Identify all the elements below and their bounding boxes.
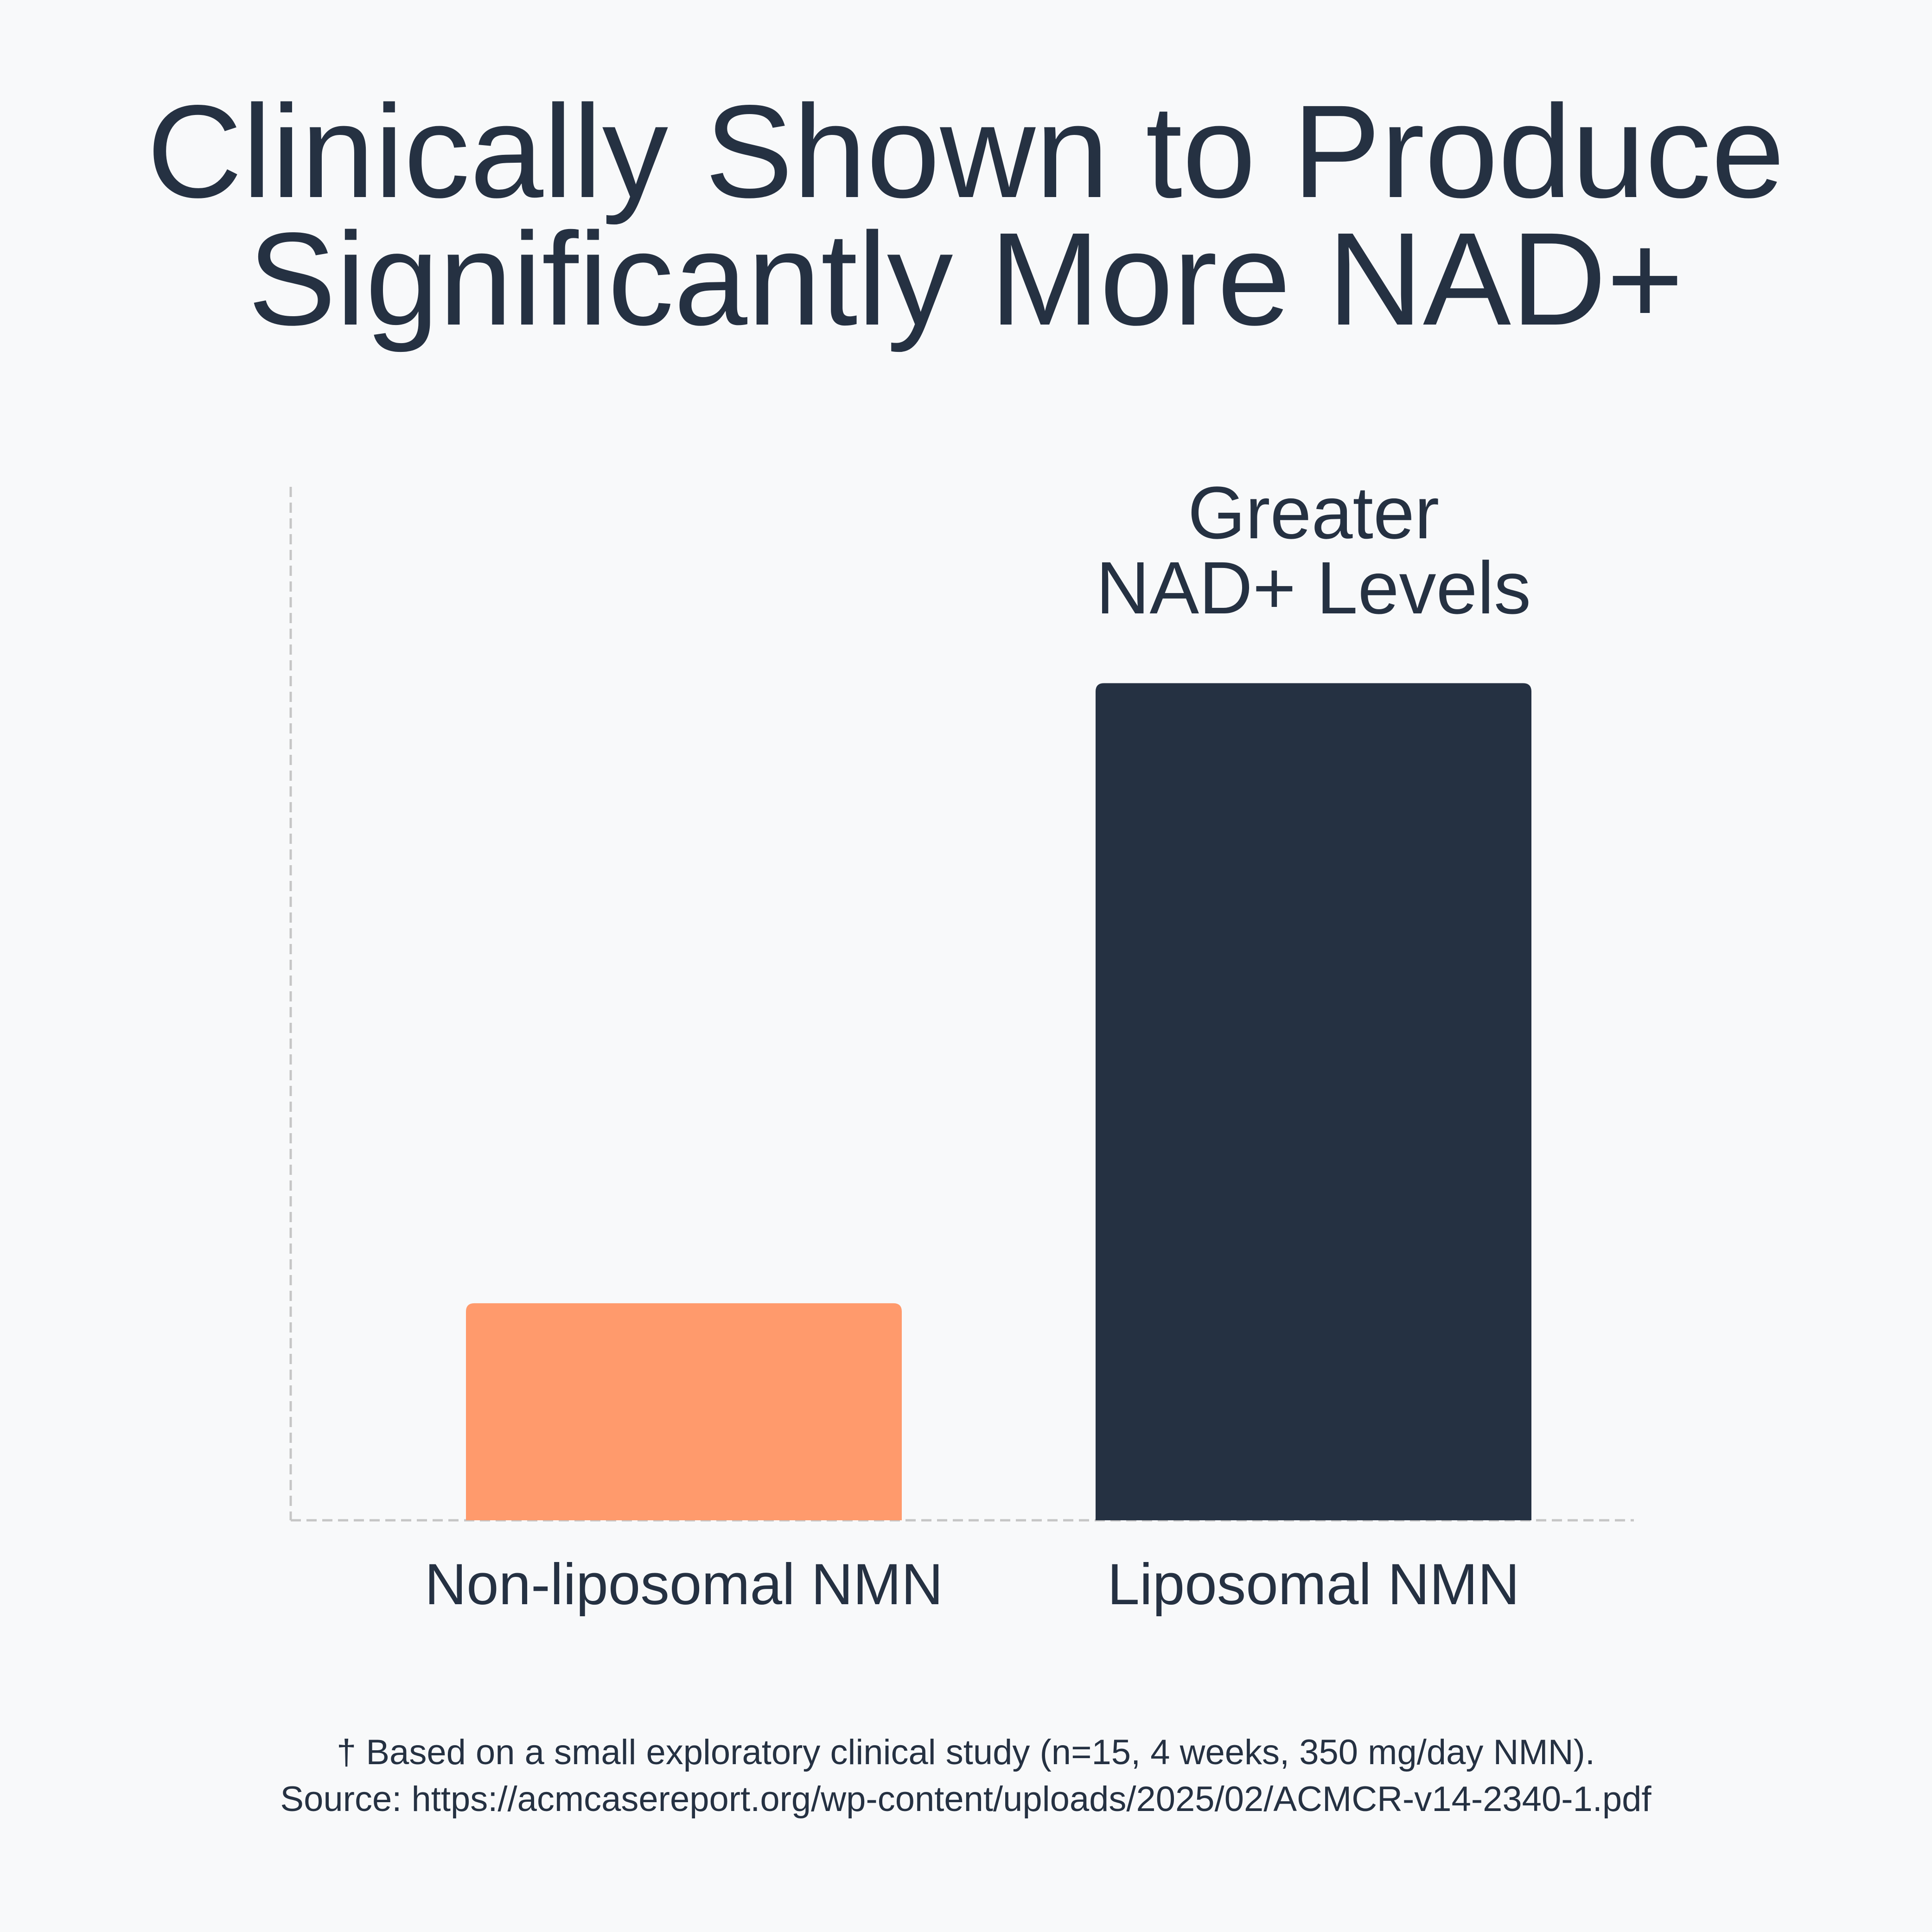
bar-liposomal-nmn	[1096, 683, 1531, 1520]
chart-title-line-1: Clinically Shown to Produce	[147, 78, 1785, 226]
chart-title-line-2: Significantly More NAD+	[248, 205, 1684, 353]
bar-non-liposomal-nmn	[466, 1303, 902, 1520]
x-tick-label-liposomal: Liposomal NMN	[1107, 1552, 1519, 1617]
bar-annotation-line-1: Greater	[1188, 471, 1439, 554]
footnote-line-1: † Based on a small exploratory clinical …	[337, 1733, 1595, 1772]
footnote-source: Source: https://acmcasereport.org/wp-con…	[280, 1779, 1651, 1819]
bar-annotation-line-2: NAD+ Levels	[1096, 546, 1531, 629]
x-tick-label-non-liposomal: Non-liposomal NMN	[425, 1552, 943, 1617]
